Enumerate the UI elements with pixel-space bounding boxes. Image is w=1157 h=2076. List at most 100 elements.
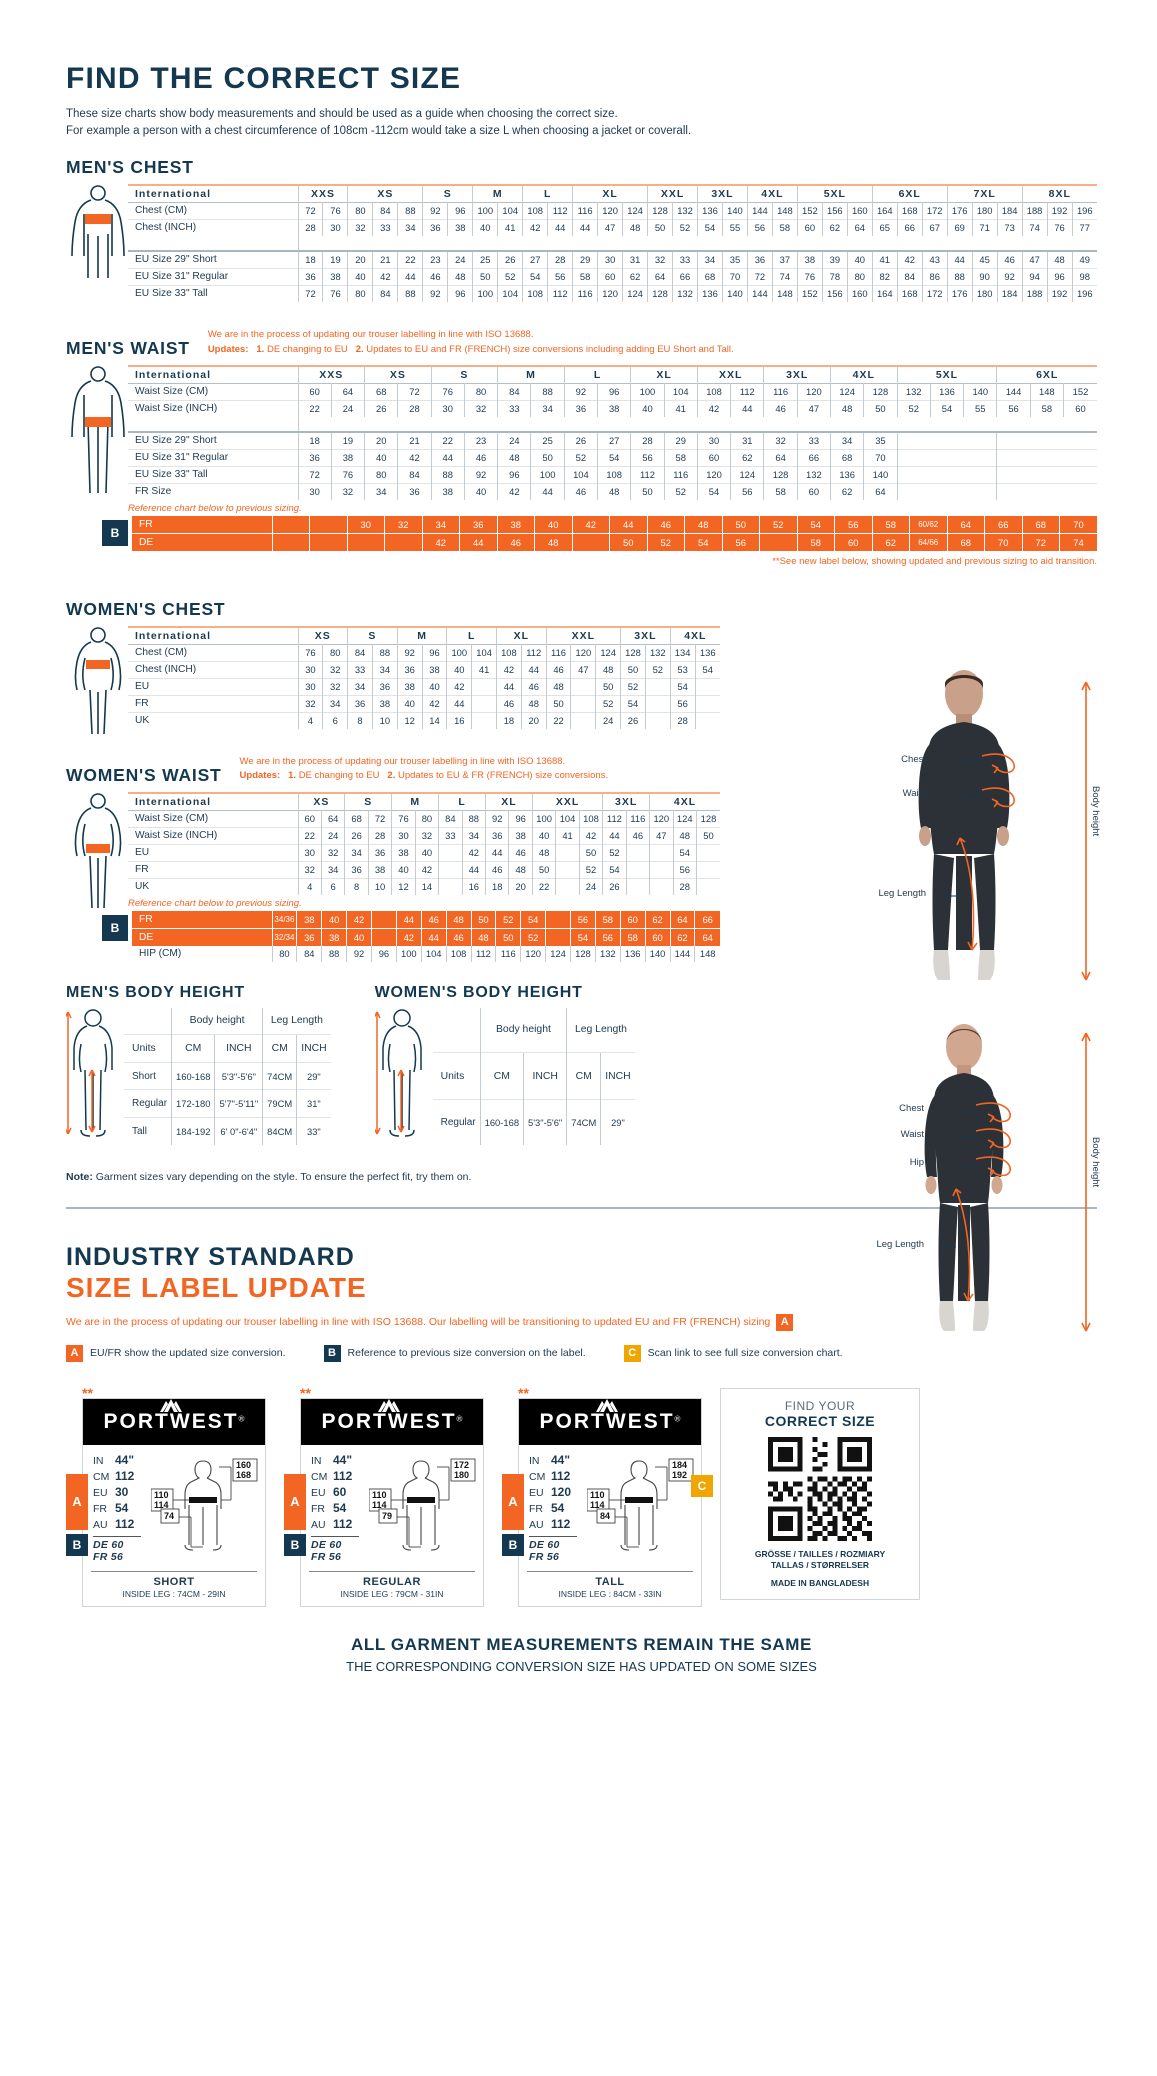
- data-cell: 42: [446, 678, 472, 696]
- label-footer: SHORT INSIDE LEG : 74CM - 29IN: [91, 1570, 257, 1606]
- bh-unit-header: CM: [262, 1034, 297, 1063]
- data-cell: 76: [1046, 219, 1073, 237]
- qr-code-image[interactable]: [729, 1436, 911, 1541]
- data-cell: 78: [821, 268, 848, 286]
- qr-foot-3: MADE IN BANGLADESH: [770, 1577, 870, 1588]
- data-cell: [695, 843, 720, 862]
- data-cell: 120: [597, 285, 623, 303]
- reference-cell: 56: [834, 515, 872, 534]
- womens-waist-table: International XS S M L XL XXL 3XL 4XL Waist Size …: [128, 791, 720, 895]
- table-row: EU Size 29" Short 18 19 20 21 22 23 24 25 26 27 28 2…: [128, 430, 1097, 450]
- data-cell: 84: [497, 383, 531, 401]
- data-cell: [996, 465, 1097, 484]
- spacer: [297, 236, 1097, 252]
- data-cell: 30: [297, 661, 323, 679]
- data-cell: 96: [447, 202, 473, 220]
- data-cell: 60: [796, 219, 823, 237]
- data-cell: 38: [447, 219, 473, 237]
- data-cell: 104: [420, 945, 447, 962]
- data-cell: 28: [397, 399, 432, 417]
- data-cell: [438, 860, 463, 879]
- row-label: Chest (CM): [135, 205, 188, 217]
- data-cell: 48: [508, 860, 533, 879]
- reference-cell: 52: [759, 515, 797, 534]
- data-cell: 60: [297, 810, 322, 828]
- data-cell: 22: [430, 430, 465, 450]
- reference-cell: 58: [796, 532, 835, 551]
- reference-cell: 38: [496, 515, 535, 534]
- table-header-row: International XXS XS S M L XL XXL 3XL 4XL 5XL 6XL 7X…: [128, 185, 1097, 203]
- qr-title-1: FIND YOUR: [784, 1398, 856, 1413]
- data-cell: 12: [391, 877, 416, 895]
- data-cell: 164: [871, 202, 898, 220]
- data-cell: 50: [472, 268, 498, 286]
- data-cell: 108: [445, 945, 471, 962]
- data-cell: 38: [330, 448, 365, 467]
- data-cell: [896, 430, 997, 450]
- reference-cell: 58: [619, 927, 646, 946]
- data-cell: 42: [896, 250, 923, 269]
- label-unit: AU: [311, 1518, 326, 1531]
- qr-foot-1: GRÖSSE / TAILLES / ROZMIARY: [754, 1548, 886, 1559]
- data-cell: 34: [371, 661, 398, 679]
- data-cell: 38: [371, 695, 398, 713]
- label-unit: CM: [311, 1470, 328, 1483]
- data-cell: 42: [372, 268, 398, 286]
- data-cell: 120: [520, 945, 546, 962]
- data-cell: 44: [397, 268, 423, 286]
- data-cell: 44: [496, 678, 522, 696]
- note-text: Garment sizes vary depending on the styl…: [92, 1170, 472, 1183]
- label-value: 112: [333, 1516, 353, 1531]
- label-body: IN 44" CM 112 EU 30 FR 54 AU 112 DE 60 FR 56 110 114…: [83, 1445, 265, 1567]
- data-cell: 41: [555, 826, 580, 845]
- column-header-5xl: 5XL: [896, 365, 997, 384]
- data-cell: 33: [347, 661, 373, 679]
- data-cell: 44: [446, 695, 472, 713]
- label-fit-name: SHORT: [153, 1575, 195, 1588]
- data-cell: [570, 712, 596, 730]
- mens-body-height-title: MEN'S BODY HEIGHT: [66, 983, 245, 1001]
- data-cell: 82: [871, 268, 898, 286]
- data-cell: 56: [547, 268, 573, 286]
- data-cell: 90: [971, 268, 998, 286]
- label-fit-name: TALL: [595, 1575, 625, 1588]
- data-cell: 28: [669, 712, 695, 730]
- asterisk-marker: **: [82, 1384, 93, 1401]
- male-height-figure: [64, 1008, 124, 1145]
- womens-hip-table: HIP (CM) 80 84 88 92 96 100 104 108 112 116 120 124 1…: [132, 945, 720, 962]
- label-unit: IN: [529, 1454, 540, 1467]
- label-update-title-1: INDUSTRY STANDARD: [66, 1242, 355, 1271]
- data-cell: 32: [322, 661, 348, 679]
- data-cell: 49: [1071, 250, 1097, 269]
- data-cell: 108: [578, 810, 603, 828]
- page-header: FIND THE CORRECT SIZE These size charts …: [0, 0, 1157, 139]
- data-cell: 47: [796, 399, 831, 417]
- data-cell: 32: [330, 482, 365, 500]
- womens-body-height-block: WOMEN'S BODY HEIGHT: [372, 984, 635, 1145]
- data-cell: 30: [297, 843, 322, 862]
- data-cell: 112: [602, 810, 627, 828]
- svg-text:180: 180: [454, 1470, 469, 1480]
- label-body: IN 44" CM 112 EU 120 FR 54 AU 112 DE 60 FR 56 110 11…: [519, 1445, 701, 1567]
- reference-cell: 62: [669, 927, 695, 946]
- mens-waist-footnote: **See new label below, showing updated a…: [772, 555, 1097, 567]
- table-row: FR 32 34 36 38 40 42 44 46 48 50 52 54 56: [128, 860, 720, 879]
- mens-chest-title: MEN'S CHEST: [66, 157, 194, 178]
- data-cell: 58: [763, 482, 798, 500]
- data-cell: 26: [620, 712, 646, 730]
- data-cell: 22: [397, 250, 423, 269]
- card-chip-a: A: [284, 1473, 306, 1530]
- label-inside-leg: INSIDE LEG : 84CM - 33IN: [558, 1588, 662, 1599]
- womens-waist-badge-b: B: [102, 915, 128, 942]
- table-row: Waist Size (INCH) 22 24 26 28 30 32 33 34 36 38 40 4…: [128, 826, 720, 845]
- data-cell: 64: [846, 219, 873, 237]
- data-cell: 38: [430, 482, 465, 500]
- data-cell: 62: [730, 448, 764, 467]
- bh-data-cell: 84CM: [262, 1117, 297, 1145]
- mens-waist-ref-tbody: FR 30 32 34 36 38 40 42 44 46 48 50 52 54 56 58 60/62 64 6…: [132, 515, 1097, 551]
- data-cell: 42: [497, 482, 531, 500]
- data-cell: [438, 843, 463, 862]
- data-cell: 152: [1062, 383, 1097, 401]
- svg-text:79: 79: [382, 1511, 392, 1521]
- data-cell: 132: [896, 383, 931, 401]
